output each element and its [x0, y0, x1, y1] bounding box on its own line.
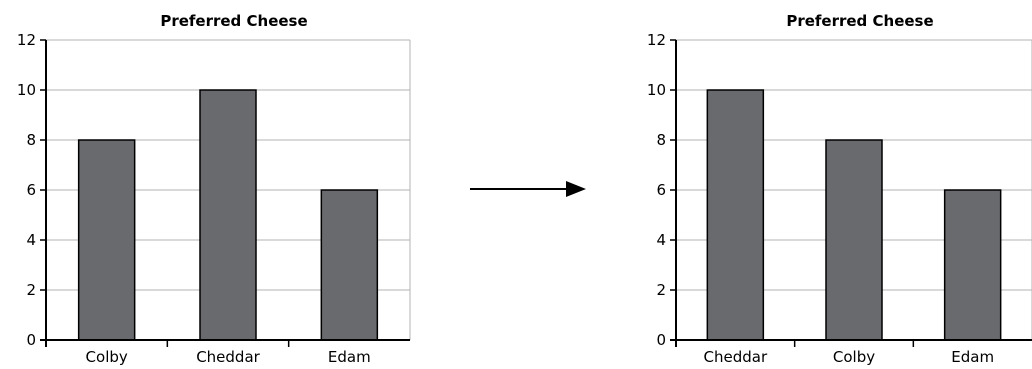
y-tick-label: 2	[656, 281, 666, 299]
right-arrow-icon	[470, 181, 586, 197]
bar-colby	[825, 139, 883, 341]
y-tick-label: 0	[26, 331, 36, 349]
y-tick-label: 4	[656, 231, 666, 249]
x-tick-label: Colby	[833, 348, 875, 366]
y-tick-label: 12	[17, 31, 36, 49]
y-tick-label: 12	[647, 31, 666, 49]
chart-left: Preferred Cheese 0 2 4 6 8 10 12 Colby Cheddar Eda…	[17, 12, 411, 366]
x-tick-label: Cheddar	[196, 348, 260, 366]
bar-edam	[320, 189, 379, 341]
chart-title: Preferred Cheese	[786, 12, 933, 30]
y-tick-label: 10	[17, 81, 36, 99]
x-tick-label: Cheddar	[704, 348, 768, 366]
x-tick-label: Colby	[86, 348, 128, 366]
x-tick-label: Edam	[951, 348, 994, 366]
x-tick-label: Edam	[328, 348, 371, 366]
y-tick-label: 0	[656, 331, 666, 349]
y-tick-label: 4	[26, 231, 36, 249]
y-tick-label: 2	[26, 281, 36, 299]
y-tick-label: 8	[26, 131, 36, 149]
y-tick-label: 6	[656, 181, 666, 199]
chart-right: Preferred Cheese 0 2 4 6 8 10 12 Cheddar Colby Eda…	[647, 12, 1032, 366]
bar-edam	[943, 189, 1002, 341]
y-tick-label: 10	[647, 81, 666, 99]
chart-title: Preferred Cheese	[160, 12, 307, 30]
bar-cheddar	[199, 89, 257, 341]
bar-colby	[77, 139, 136, 341]
bar-cheddar	[706, 89, 765, 341]
y-tick-label: 6	[26, 181, 36, 199]
y-tick-label: 8	[656, 131, 666, 149]
